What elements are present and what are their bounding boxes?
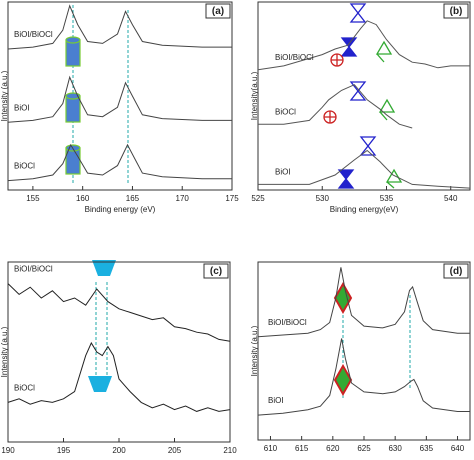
x-tick-label: 160 [76, 194, 90, 203]
curve-label: BiOI/BiOCl [14, 265, 53, 274]
diamond-marker [333, 281, 353, 315]
x-tick-label: 165 [126, 194, 140, 203]
symbol-markers [323, 3, 403, 189]
curve-label: BiOI [14, 103, 30, 112]
x-tick-label: 620 [326, 444, 340, 453]
x-tick-label: 640 [451, 444, 465, 453]
y-axis-label: Intensity (a.u.) [0, 326, 9, 377]
curve-label: BiOCl [14, 384, 35, 393]
x-tick-label: 635 [420, 444, 434, 453]
x-axis-label: Binding energy(eV) [330, 205, 399, 214]
panel-label: (d) [450, 266, 463, 277]
spectrum-line [257, 20, 470, 71]
spectrum-line [7, 283, 231, 342]
panel-label-box [443, 3, 469, 19]
x-tick-label: 175 [225, 194, 239, 203]
panel-label: (a) [212, 6, 224, 17]
trapezoid-marker [92, 260, 116, 276]
x-tick-label: 195 [57, 446, 71, 455]
cylinder-markers [65, 36, 81, 175]
plot-frame [257, 261, 471, 441]
spectrum-line [258, 149, 471, 189]
plot-frame [7, 261, 231, 443]
panel-label-box [203, 263, 229, 279]
curve-label: BiOI [268, 396, 284, 405]
y-axis-label: Intensity (a.u.) [250, 325, 259, 376]
panel-label: (c) [210, 266, 222, 277]
spectrum-line [257, 267, 470, 338]
x-tick-label: 540 [444, 194, 458, 203]
spectrum-line [7, 341, 231, 412]
spectrum-line [258, 84, 413, 129]
curve-label: BiOI/BiOCl [275, 53, 314, 62]
x-tick-label: 190 [1, 446, 15, 455]
x-tick-label: 615 [295, 444, 309, 453]
panel-label-box [443, 263, 469, 279]
spectrum-line [257, 338, 470, 416]
x-tick-label: 610 [264, 444, 278, 453]
x-tick-label: 530 [316, 194, 330, 203]
x-tick-label: 170 [176, 194, 190, 203]
curve-label: BiOI/BiOCl [14, 30, 53, 39]
diamond-marker [333, 363, 353, 397]
panel-label-box [205, 3, 231, 19]
x-tick-label: 200 [112, 446, 126, 455]
x-tick-label: 525 [251, 194, 265, 203]
y-axis-label: Intensity (a.u.) [0, 70, 9, 121]
decorations [65, 3, 411, 400]
x-axis-label: Binding energy (eV) [85, 205, 156, 214]
curve-label: BiOCl [14, 162, 35, 171]
curve-label: BiOI [275, 167, 291, 176]
spectrum-line [7, 75, 232, 123]
x-tick-label: 535 [380, 194, 394, 203]
x-tick-label: 630 [388, 444, 402, 453]
curve-label: BiOI/BiOCl [268, 318, 307, 327]
spectrum-line [7, 143, 232, 182]
x-tick-label: 625 [357, 444, 371, 453]
panel-label: (b) [450, 6, 463, 17]
x-tick-label: 210 [223, 446, 237, 455]
y-axis-label: Intensity(a.u.) [250, 71, 259, 120]
x-tick-label: 205 [168, 446, 182, 455]
x-tick-label: 155 [26, 194, 40, 203]
spectrum-line [7, 4, 232, 50]
plot-frame [7, 1, 233, 191]
curve-label: BiOCl [275, 107, 296, 116]
trapezoid-marker [88, 376, 112, 392]
plot-frame [257, 1, 471, 191]
